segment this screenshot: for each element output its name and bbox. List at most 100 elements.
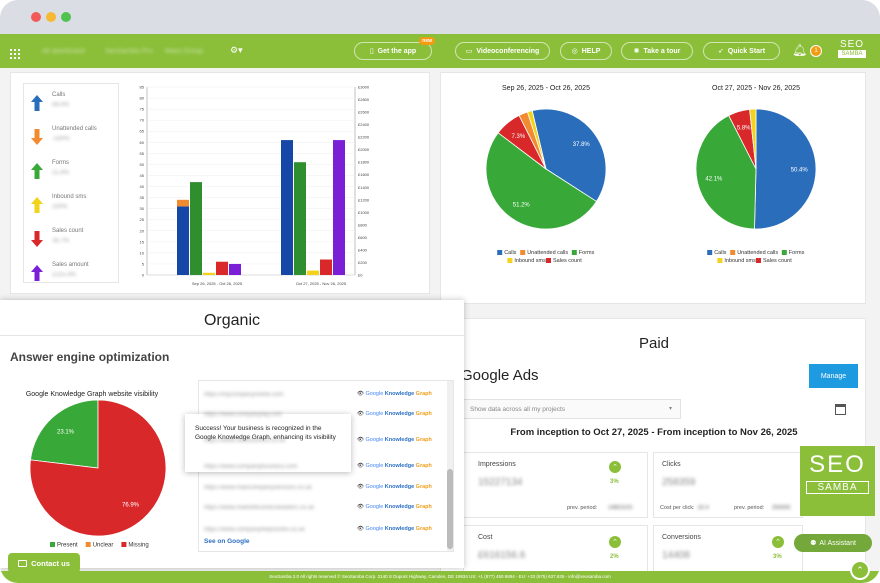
eye-icon[interactable]: 👁︎ <box>357 504 364 510</box>
seosamba-logo[interactable]: SEO SAMBA <box>838 39 866 58</box>
legend-label: Forms <box>579 250 595 256</box>
legend-value: 16.7% <box>52 238 70 244</box>
metric-label: Clicks <box>662 461 681 468</box>
y-tick-label: 35 <box>140 195 145 200</box>
eye-icon[interactable]: 👁︎ <box>357 484 364 490</box>
legend-swatch <box>756 258 761 263</box>
eye-icon[interactable]: 👁︎ <box>357 391 364 397</box>
y-tick-label-right: £800 <box>358 222 368 227</box>
paid-title: Paid <box>638 335 670 352</box>
eye-icon[interactable]: 👁︎ <box>357 437 364 443</box>
legend-item: Forms 21.4% <box>30 160 120 186</box>
slice-label: 50.4% <box>791 168 809 174</box>
pie-title: Oct 27, 2025 - Nov 26, 2025 <box>712 85 800 92</box>
url-item[interactable]: https://www.sitebusiness.co.uk <box>204 438 286 444</box>
y-tick-label: 15 <box>140 239 145 244</box>
metric-change: 3% <box>610 479 619 485</box>
see-on-google-link[interactable]: See on Google <box>204 538 250 545</box>
metric-value: 258359 <box>662 477 696 488</box>
ai-assistant-button[interactable]: ⚉ AI Assistant <box>794 534 872 552</box>
robot-icon: ⚉ <box>810 540 817 547</box>
legend-swatch <box>497 250 503 255</box>
url-item[interactable]: https://www.companybusiness.com <box>204 464 298 470</box>
pie-title: Sep 26, 2025 - Oct 26, 2025 <box>502 85 590 92</box>
y-tick-label: 0 <box>142 273 145 278</box>
apps-grid-icon[interactable] <box>10 46 20 59</box>
legend-swatch <box>85 542 91 547</box>
slice-label: 23.1% <box>57 429 75 435</box>
legend-label: Calls <box>52 92 66 98</box>
videoconferencing-button[interactable]: ▭ Videoconferencing <box>455 42 550 60</box>
take-tour-button[interactable]: ✺ Take a tour <box>621 42 693 60</box>
knowledge-graph-pie: Google Knowledge Graph website visibilit… <box>26 391 167 549</box>
eye-icon[interactable]: 👁︎ <box>357 463 364 469</box>
settings-gear-icon[interactable]: ⚙▾ <box>230 45 243 55</box>
legend-item: Sales amount 1215.3% <box>30 262 120 288</box>
url-item[interactable]: https://mycompanyonline.com <box>204 392 284 398</box>
maximize-window-icon[interactable] <box>61 12 71 22</box>
footer: SeoSamba 2.0 All rights reserved © SeoSa… <box>0 571 880 583</box>
y-tick-label: 80 <box>140 96 145 101</box>
eye-icon[interactable]: 👁︎ <box>357 526 364 532</box>
calendar-icon[interactable] <box>835 404 846 415</box>
metric-label: Conversions <box>662 534 701 541</box>
bar-forms <box>294 162 306 275</box>
bar-inbound-sms <box>307 270 319 275</box>
eye-icon[interactable]: 👁︎ <box>357 411 364 417</box>
leads-card: Calls 56.0% Unattended calls -100% Forms 21.4… <box>10 72 430 294</box>
pie1-slice-inbound-sms <box>526 110 547 170</box>
legend-panel: Calls 56.0% Unattended calls -100% Forms 21.4… <box>23 83 119 283</box>
pie2-slice-inbound-sms <box>749 108 757 170</box>
bell-icon[interactable]: 🔔︎ <box>792 43 808 57</box>
legend-value: -100% <box>52 136 70 142</box>
pie2-slice-calls <box>754 108 817 230</box>
lifebuoy-icon: ◎ <box>571 48 578 55</box>
legend-label: Calls <box>504 250 516 256</box>
knowledge-graph-tag: 👁︎ Google Knowledge Graph <box>357 526 432 532</box>
scrollbar-thumb[interactable] <box>447 469 453 549</box>
y-tick-label: 60 <box>140 140 145 145</box>
x-tick-label: Sep 26, 2025 - Oct 26, 2025 <box>192 281 243 286</box>
legend-item: Unattended calls -100% <box>30 126 120 152</box>
nav-item[interactable]: All dashboard <box>42 48 85 55</box>
conversions-card: Conversions 14408 ⌃ 3% <box>653 525 803 575</box>
y-tick-label-right: £2800 <box>358 97 370 102</box>
minimize-window-icon[interactable] <box>46 12 56 22</box>
manage-button[interactable]: Manage <box>809 364 858 388</box>
arrow-icon <box>31 197 43 213</box>
quick-start-button[interactable]: ➶ Quick Start <box>703 42 780 60</box>
arrow-up-icon: ⌃ <box>772 536 784 548</box>
slice-label: 5.8% <box>737 126 751 132</box>
url-item[interactable]: https://www.companyfaq.com <box>204 412 283 418</box>
help-button[interactable]: ◎ HELP <box>560 42 612 60</box>
get-app-button[interactable]: ▯ Get the app new <box>354 37 435 60</box>
close-window-icon[interactable] <box>31 12 41 22</box>
legend-swatch <box>520 250 526 255</box>
pie-charts: Sep 26, 2025 - Oct 26, 2025 Oct 27, 2025 … <box>485 85 817 264</box>
legend-swatch <box>707 250 713 255</box>
url-item[interactable]: https://www.marketbusinessleaders.co.uk <box>204 505 315 511</box>
divider <box>0 335 464 336</box>
metric-value: 15227134 <box>478 477 523 488</box>
url-item[interactable]: https://www.companyhelpcentre.co.uk <box>204 527 305 533</box>
nav-item[interactable]: SeoSamba Pro <box>105 48 153 55</box>
contact-us-button[interactable]: Contact us <box>8 553 80 573</box>
y-tick-label-right: £600 <box>358 235 368 240</box>
project-dropdown[interactable]: Show data across all my projects ▾ <box>461 399 681 419</box>
arrow-icon <box>31 265 43 281</box>
legend-label: Unattended calls <box>52 126 97 132</box>
url-item[interactable]: https://www.maincompanyservices.co.uk <box>204 485 312 491</box>
scroll-to-top-icon[interactable]: ⌃ <box>850 560 870 580</box>
notification-count[interactable]: 1 <box>810 45 822 57</box>
legend-label: Sales amount <box>52 262 89 268</box>
y-tick-label-right: £1000 <box>358 210 370 215</box>
scrollbar-track[interactable] <box>447 381 453 551</box>
seo-samba-badge[interactable]: SEO SAMBA <box>800 446 875 516</box>
nav-item[interactable]: Mass Group <box>165 48 204 55</box>
y-tick-label-right: £1600 <box>358 172 370 177</box>
legend-item: Calls 56.0% <box>30 92 120 118</box>
knowledge-graph-tag: 👁︎ Google Knowledge Graph <box>357 484 432 490</box>
y-tick-label-right: £3000 <box>358 85 370 90</box>
legend-label: Sales count <box>553 258 582 264</box>
legend-label: Sales count <box>763 258 792 264</box>
